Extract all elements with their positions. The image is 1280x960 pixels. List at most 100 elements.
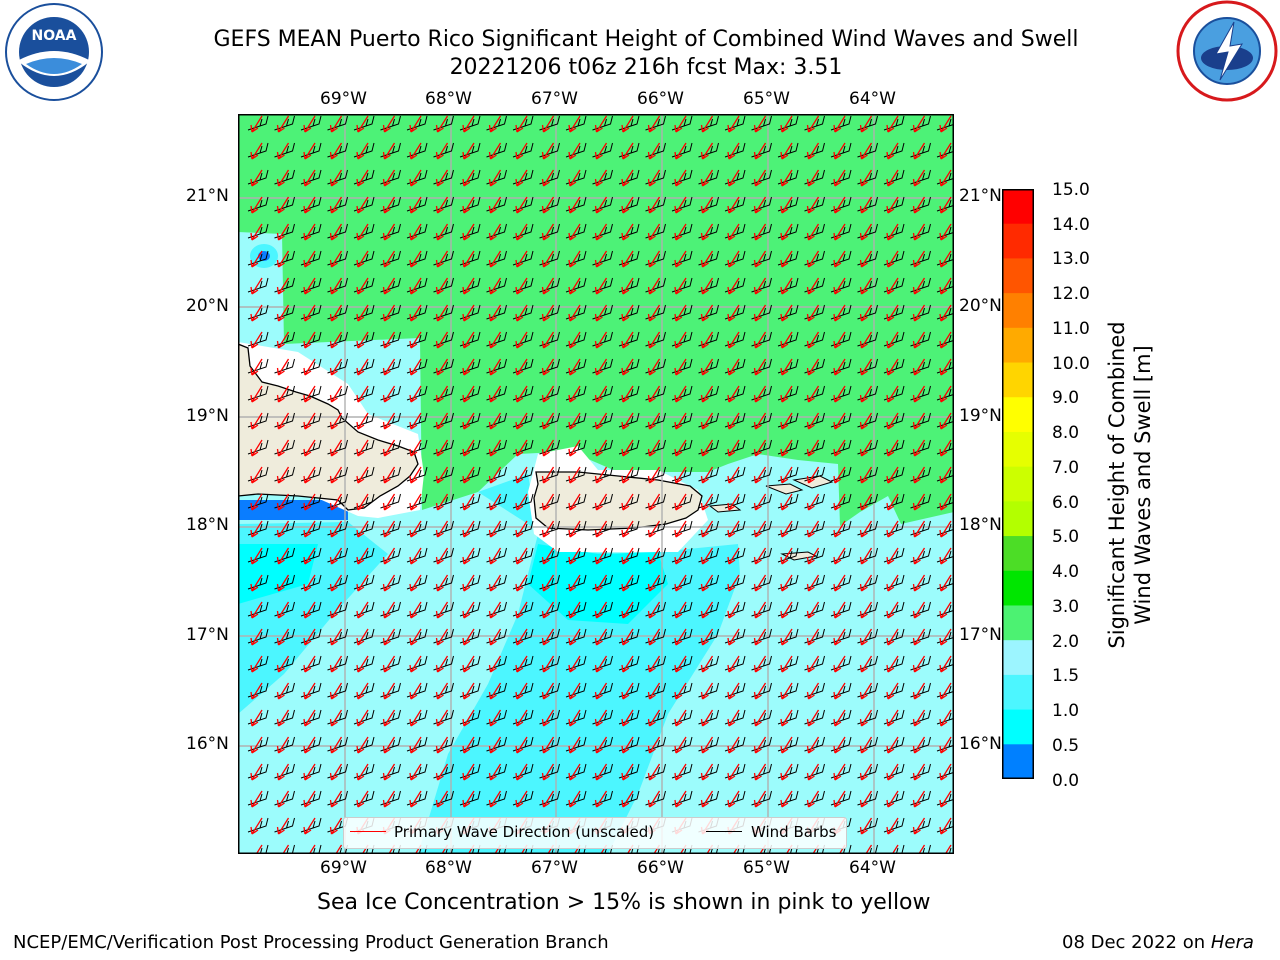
wave-direction-arrow (356, 385, 369, 403)
wave-direction-arrow (939, 547, 952, 565)
wave-direction-arrow (674, 277, 687, 295)
colorbar-block (1002, 674, 1034, 711)
wave-direction-arrow (382, 520, 396, 538)
wave-direction-arrow (780, 628, 793, 646)
wave-direction-arrow (382, 250, 396, 268)
wave-direction-arrow (727, 682, 740, 700)
wave-direction-arrow (806, 628, 820, 646)
wave-direction-arrow (382, 412, 396, 430)
wave-direction-arrow (250, 439, 263, 457)
wave-direction-arrow (329, 790, 343, 808)
wave-direction-arrow (568, 169, 581, 187)
wave-direction-arrow (780, 466, 793, 484)
wave-direction-arrow (382, 466, 396, 484)
wave-direction-arrow (250, 466, 263, 484)
wave-direction-arrow (382, 277, 396, 295)
wave-direction-arrow (859, 304, 873, 322)
wave-direction-arrow (462, 547, 475, 565)
wave-direction-arrow (780, 682, 793, 700)
wave-direction-arrow (621, 277, 634, 295)
lat-label-right: 21°N (959, 186, 1002, 206)
wave-direction-arrow (409, 277, 422, 295)
wave-direction-arrow (409, 736, 422, 754)
wave-direction-arrow (621, 547, 634, 565)
wave-direction-arrow (700, 250, 714, 268)
wave-direction-arrow (382, 439, 396, 457)
wave-direction-arrow (382, 790, 396, 808)
wave-direction-arrow (303, 628, 316, 646)
wave-direction-arrow (727, 223, 740, 241)
wave-direction-arrow (382, 493, 396, 511)
wave-direction-arrow (886, 493, 899, 511)
wave-direction-arrow (780, 736, 793, 754)
wave-direction-arrow (806, 331, 820, 349)
wave-direction-arrow (541, 331, 555, 349)
wave-direction-arrow (568, 196, 581, 214)
wave-direction-arrow (276, 142, 290, 160)
wave-direction-arrow (621, 601, 634, 619)
wave-direction-arrow (700, 115, 714, 133)
footer-machine: Hera (1210, 932, 1254, 953)
wave-direction-arrow (462, 493, 475, 511)
wave-direction-arrow (568, 439, 581, 457)
wave-direction-arrow (541, 520, 555, 538)
wave-direction-arrow (462, 358, 475, 376)
wave-direction-arrow (753, 169, 767, 187)
wave-direction-arrow (488, 439, 502, 457)
lat-label-right: 18°N (959, 515, 1002, 535)
colorbar-block (1002, 605, 1034, 641)
wave-direction-arrow (806, 601, 820, 619)
wave-direction-arrow (515, 655, 528, 673)
wave-direction-arrow (912, 412, 926, 430)
wave-direction-arrow (356, 439, 369, 457)
wave-direction-arrow (621, 466, 634, 484)
colorbar-label-line1: Significant Height of Combined (1105, 321, 1129, 649)
wave-direction-arrow (674, 547, 687, 565)
wave-direction-arrow (488, 277, 502, 295)
wave-direction-arrow (912, 763, 926, 781)
wave-direction-arrow (594, 493, 608, 511)
wave-direction-arrow (912, 493, 926, 511)
wave-direction-arrow (250, 223, 263, 241)
wave-direction-arrow (780, 709, 793, 727)
wave-direction-arrow (674, 331, 687, 349)
wave-direction-arrow (541, 466, 555, 484)
wave-direction-arrow (356, 412, 369, 430)
wave-direction-arrow (700, 169, 714, 187)
wave-direction-arrow (541, 601, 555, 619)
wave-direction-arrow (833, 169, 846, 187)
wave-direction-arrow (462, 304, 475, 322)
wave-direction-arrow (674, 763, 687, 781)
wave-direction-arrow (859, 115, 873, 133)
colorbar-tick-label: 3.0 (1052, 597, 1080, 617)
wave-direction-arrow (912, 790, 926, 808)
wave-direction-arrow (780, 331, 793, 349)
wave-direction-arrow (515, 115, 528, 133)
wave-direction-arrow (859, 250, 873, 268)
wave-direction-arrow (859, 682, 873, 700)
wave-direction-arrow (753, 385, 767, 403)
wave-direction-arrow (276, 493, 290, 511)
wave-direction-arrow (886, 250, 899, 268)
wave-direction-arrow (515, 223, 528, 241)
wave-direction-arrow (462, 439, 475, 457)
wave-direction-arrow (541, 655, 555, 673)
wave-direction-arrow (621, 574, 634, 592)
wave-direction-arrow (886, 196, 899, 214)
wave-direction-arrow (939, 331, 952, 349)
wave-direction-arrow (806, 466, 820, 484)
footer-date: 08 Dec 2022 on Hera (1062, 932, 1254, 953)
wave-direction-arrow (276, 385, 290, 403)
wave-direction-arrow (621, 682, 634, 700)
lat-label-right: 17°N (959, 625, 1002, 645)
wave-direction-arrow (886, 142, 899, 160)
wave-direction-arrow (700, 439, 714, 457)
wave-direction-arrow (303, 682, 316, 700)
wave-direction-arrow (859, 358, 873, 376)
wave-direction-arrow (409, 547, 422, 565)
wave-direction-arrow (780, 304, 793, 322)
wave-direction-arrow (276, 304, 290, 322)
wave-direction-arrow (568, 466, 581, 484)
wave-direction-arrow (250, 115, 263, 133)
wave-direction-arrow (621, 412, 634, 430)
